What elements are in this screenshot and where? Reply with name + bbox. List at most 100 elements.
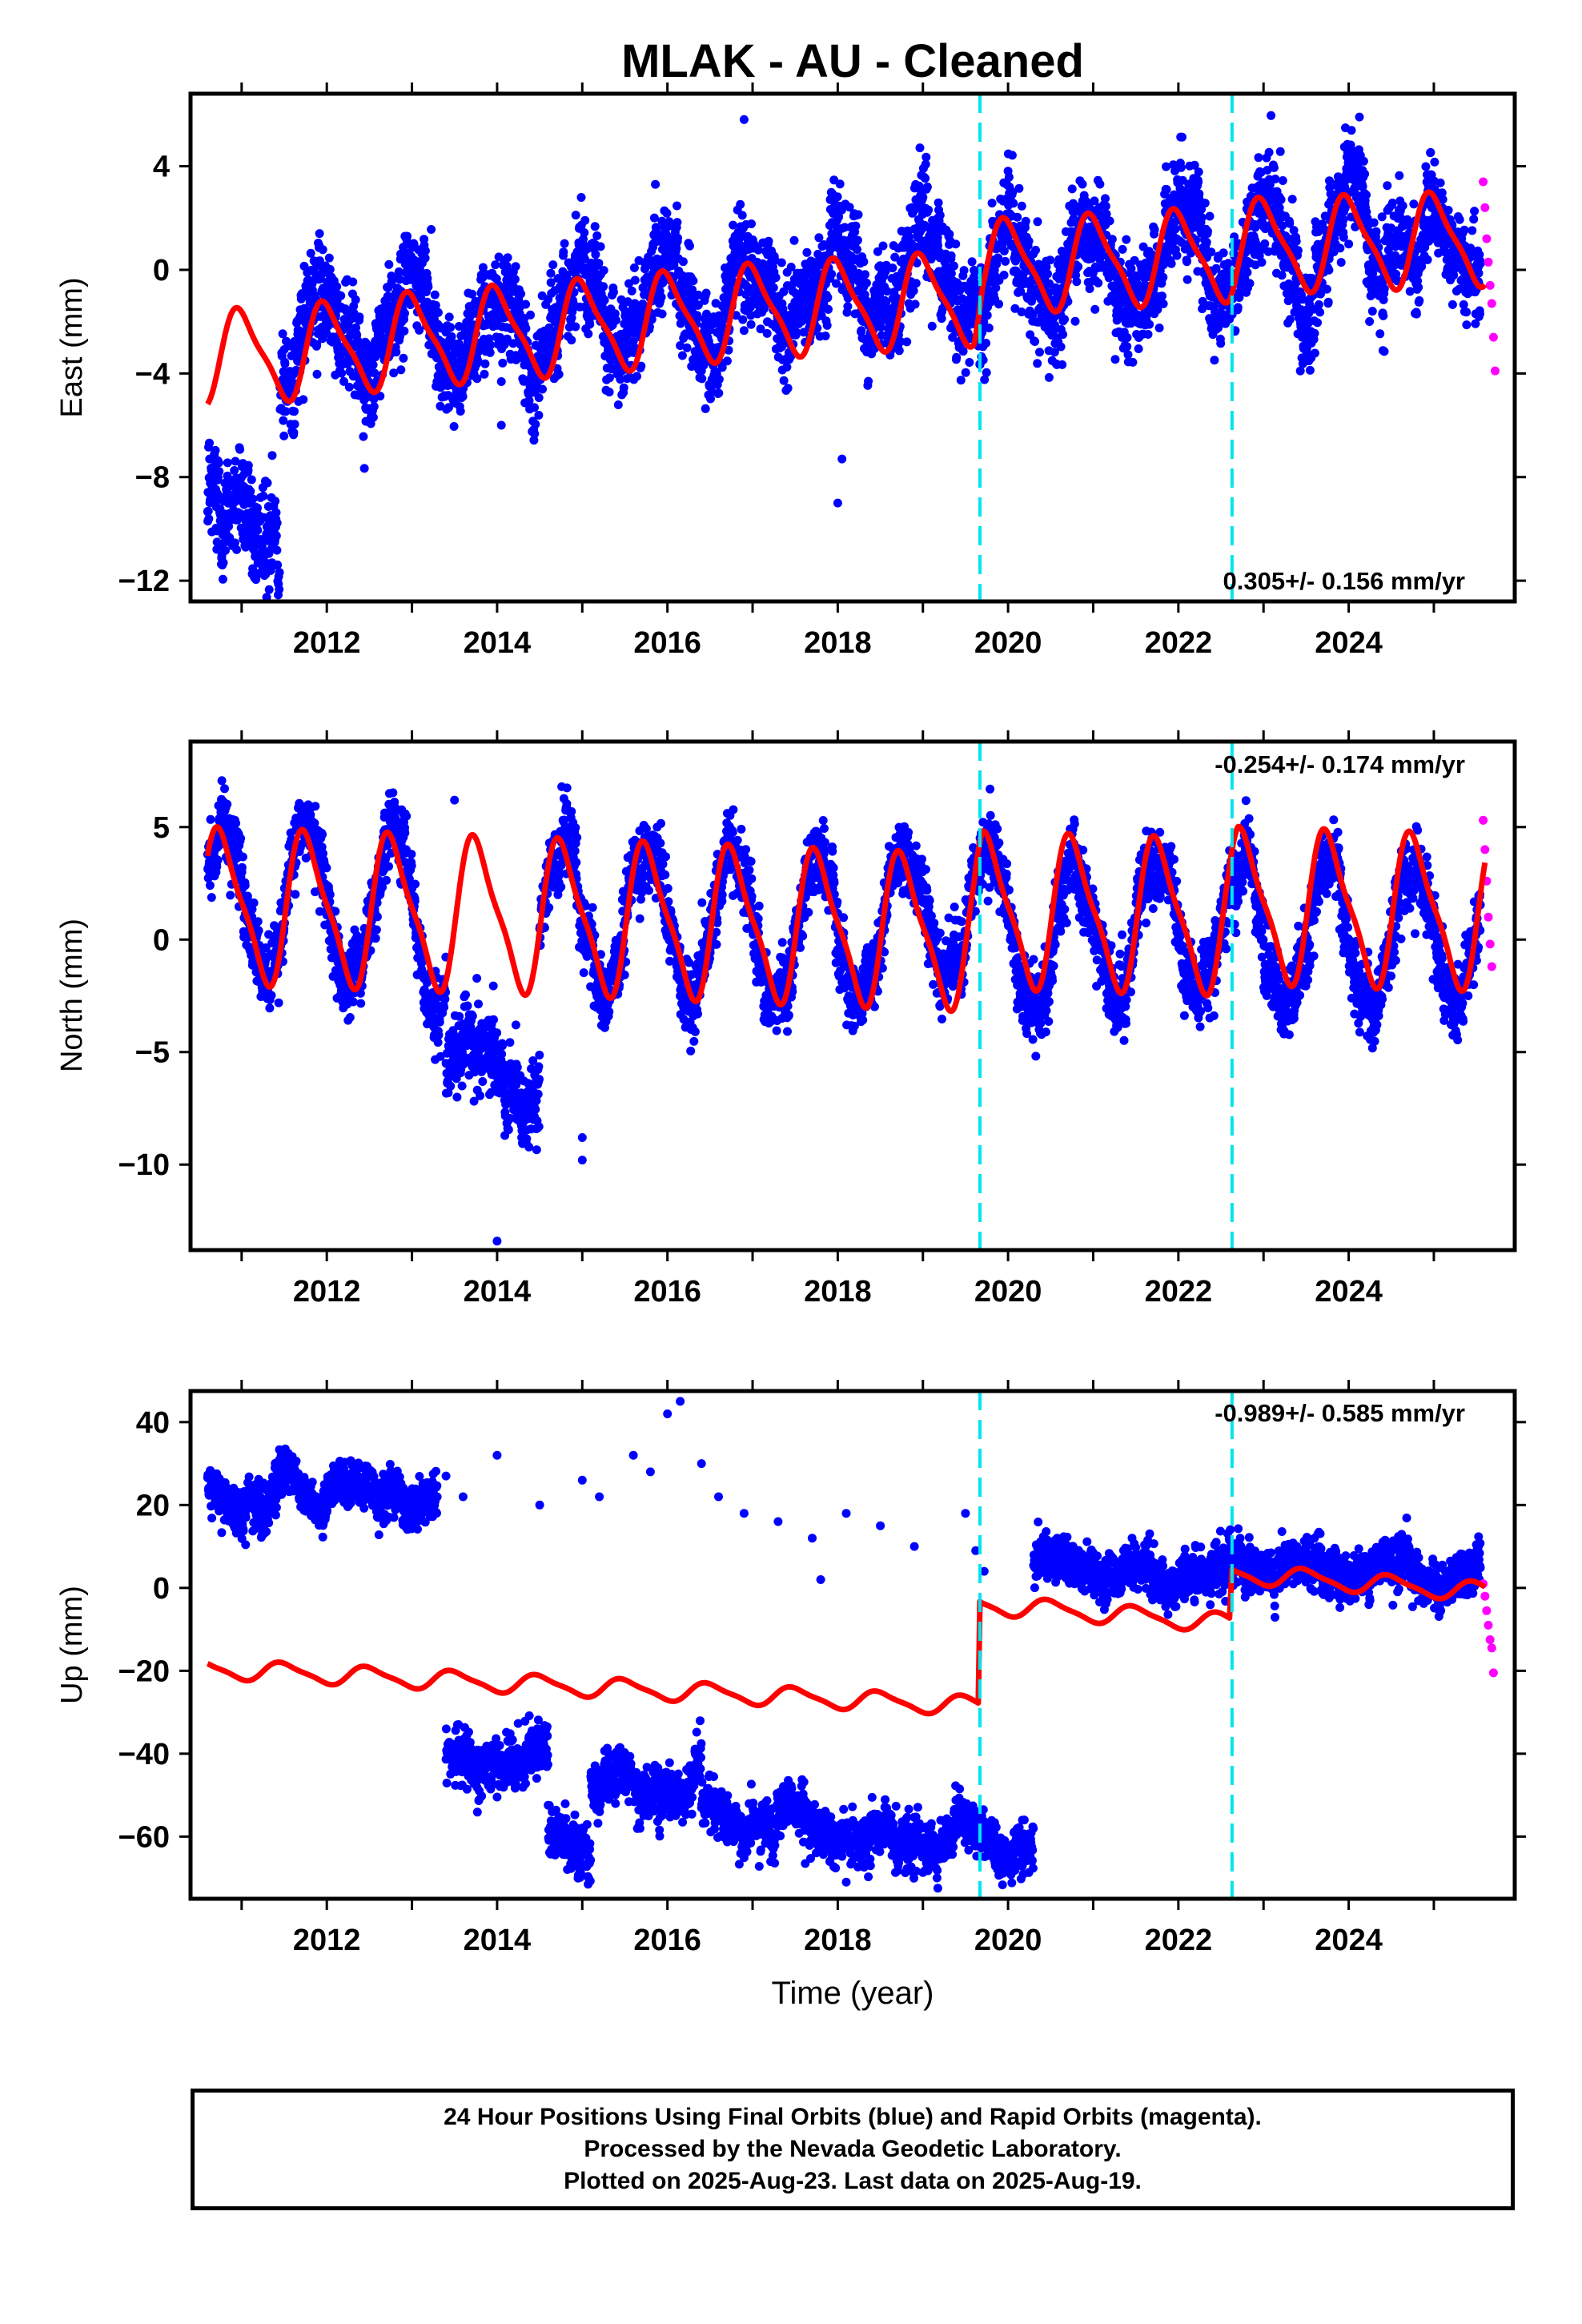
final-orbit-point — [827, 269, 837, 279]
final-orbit-point — [682, 343, 692, 352]
final-orbit-point — [272, 518, 282, 528]
final-orbit-point — [433, 308, 443, 317]
final-orbit-point — [281, 407, 291, 416]
final-orbit-point — [922, 182, 932, 191]
final-orbit-point — [1170, 224, 1180, 234]
final-orbit-point — [420, 246, 430, 255]
final-orbit-point — [1030, 337, 1040, 346]
final-orbit-point — [580, 228, 589, 237]
final-orbit-point — [1090, 304, 1100, 314]
final-orbit-point — [1260, 239, 1270, 248]
final-orbit-point — [1013, 212, 1022, 222]
final-orbit-point — [253, 525, 263, 535]
final-orbit-point — [1033, 217, 1042, 227]
final-orbit-point — [1335, 243, 1345, 253]
final-orbit-point — [1264, 147, 1274, 157]
final-orbit-point — [1014, 183, 1024, 193]
final-orbit-point — [1017, 201, 1026, 211]
final-orbit-point — [223, 458, 232, 468]
final-orbit-point — [456, 407, 465, 416]
final-orbit-point — [688, 285, 697, 295]
final-orbit-point — [779, 376, 789, 385]
final-orbit-point — [999, 271, 1009, 279]
final-orbit-point — [1067, 184, 1077, 194]
final-orbit-point — [430, 290, 440, 300]
final-orbit-point — [1447, 300, 1457, 309]
final-orbit-point — [638, 283, 648, 292]
final-orbit-point — [952, 352, 962, 362]
final-orbit-point — [1118, 244, 1127, 254]
final-orbit-point — [231, 456, 240, 466]
final-orbit-point — [859, 257, 869, 267]
final-orbit-point — [764, 236, 773, 246]
final-orbit-point — [1243, 267, 1252, 277]
final-orbit-point — [1202, 238, 1211, 247]
final-orbit-point — [665, 221, 674, 231]
final-orbit-point — [1128, 357, 1138, 367]
final-orbit-point — [1245, 279, 1255, 288]
final-orbit-point — [337, 368, 347, 378]
final-orbit-point — [878, 241, 888, 251]
final-orbit-point — [1134, 344, 1143, 353]
final-orbit-point — [843, 302, 853, 312]
final-orbit-point — [647, 315, 656, 324]
final-orbit-point — [568, 303, 578, 312]
final-orbit-point — [1344, 239, 1354, 249]
final-orbit-point — [299, 395, 308, 404]
final-orbit-point — [596, 242, 605, 251]
final-orbit-point — [600, 296, 609, 305]
final-orbit-point — [275, 568, 284, 577]
final-orbit-point — [1200, 199, 1210, 208]
final-orbit-point — [246, 487, 255, 496]
final-orbit-point — [1219, 248, 1228, 258]
final-orbit-point — [619, 383, 628, 392]
final-orbit-point — [498, 358, 508, 368]
final-orbit-point — [1375, 329, 1385, 339]
final-orbit-point — [1324, 265, 1334, 275]
final-orbit-point — [824, 304, 833, 314]
final-orbit-point — [221, 545, 230, 555]
final-orbit-point — [1210, 356, 1219, 365]
final-orbit-point — [1122, 342, 1132, 352]
final-orbit-point — [1158, 292, 1166, 301]
final-orbit-point — [1107, 235, 1117, 244]
final-orbit-point — [1074, 262, 1083, 271]
final-orbit-point — [1205, 211, 1215, 221]
final-orbit-point — [950, 261, 958, 271]
final-orbit-point — [701, 288, 711, 298]
final-orbit-point — [1101, 201, 1110, 211]
final-orbit-point — [1411, 309, 1421, 319]
final-orbit-point — [612, 316, 620, 325]
final-orbit-point — [1423, 255, 1432, 264]
final-orbit-point — [384, 259, 394, 269]
final-orbit-point — [230, 466, 239, 475]
final-orbit-point — [420, 253, 430, 263]
final-orbit-point — [431, 300, 440, 310]
final-orbit-point — [530, 403, 539, 412]
final-orbit-point — [861, 278, 871, 287]
final-orbit-point — [1001, 256, 1010, 266]
final-orbit-point — [1046, 255, 1055, 265]
final-orbit-point — [1070, 316, 1080, 326]
final-orbit-point — [951, 239, 961, 249]
final-orbit-point — [262, 593, 271, 601]
final-orbit-point — [266, 565, 275, 575]
final-orbit-point — [503, 253, 512, 263]
final-orbit-point — [1426, 147, 1435, 157]
final-orbit-point — [651, 179, 661, 189]
final-orbit-point — [636, 361, 646, 371]
final-orbit-point — [359, 432, 368, 441]
final-orbit-point — [1398, 201, 1407, 211]
final-orbit-point — [1056, 342, 1066, 352]
final-orbit-point — [521, 300, 531, 309]
final-orbit-point — [921, 174, 930, 183]
final-orbit-point — [444, 312, 454, 322]
final-orbit-point — [1371, 227, 1381, 236]
final-orbit-point — [946, 251, 956, 260]
final-orbit-point — [672, 243, 681, 253]
final-orbit-point — [1162, 185, 1171, 194]
final-orbit-point — [585, 320, 595, 329]
final-orbit-point — [496, 333, 505, 342]
final-orbit-point — [1197, 213, 1207, 223]
